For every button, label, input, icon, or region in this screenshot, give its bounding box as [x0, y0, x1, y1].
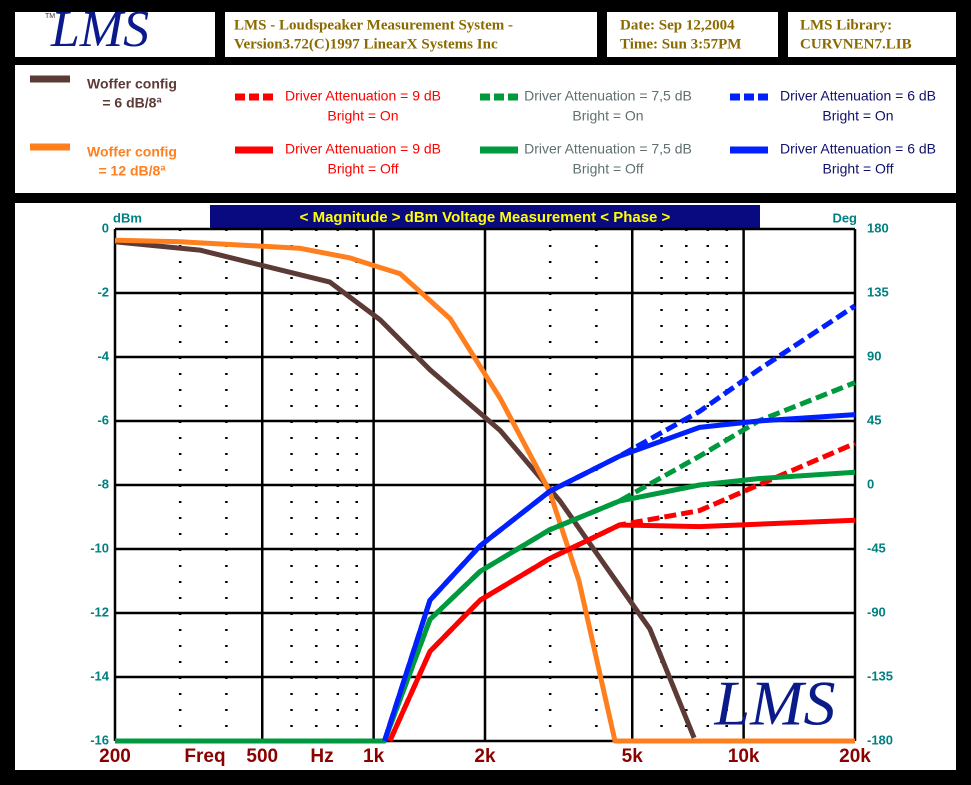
legend-box	[15, 65, 956, 193]
y2-tick-label: 45	[867, 412, 881, 427]
y-tick-label: -12	[90, 604, 109, 619]
x-axis-label: Freq	[184, 746, 225, 767]
y2-axis-label: Deg	[832, 210, 857, 225]
y2-tick-label: -135	[867, 668, 893, 683]
y-tick-label: -4	[97, 348, 109, 363]
series-line	[382, 412, 856, 742]
y-tick-label: 0	[102, 220, 109, 235]
series-line	[114, 237, 855, 744]
y-axis-label: dBm	[113, 210, 142, 225]
legend-label: Bright = Off	[573, 161, 644, 177]
header-title: Version3.72(C)1997 LinearX Systems Inc	[234, 36, 498, 52]
y-tick-label: -8	[97, 476, 109, 491]
legend-label: Driver Attenuation = 6 dB	[780, 141, 936, 157]
y2-tick-label: -180	[867, 732, 893, 747]
legend-label: Bright = On	[572, 108, 643, 124]
title-banner	[210, 205, 760, 229]
legend-label: Driver Attenuation = 7,5 dB	[524, 141, 692, 157]
title-box	[225, 12, 597, 57]
date-box	[607, 12, 778, 57]
legend-label: Woffer config	[87, 144, 177, 160]
x-tick-label: 500	[246, 746, 278, 767]
legend-label: Driver Attenuation = 6 dB	[780, 88, 936, 104]
y2-tick-label: 90	[867, 348, 881, 363]
legend-label: Bright = Off	[823, 161, 894, 177]
series-line	[387, 517, 856, 743]
y-tick-label: -2	[97, 284, 109, 299]
x-tick-label: 2k	[474, 746, 496, 767]
logo-box	[15, 12, 215, 57]
legend-label: Driver Attenuation = 9 dB	[285, 88, 441, 104]
legend-label: Bright = Off	[328, 161, 399, 177]
library-name: CURVNEN7.LIB	[800, 36, 912, 52]
chart-title: < Magnitude > dBm Voltage Measurement < …	[300, 209, 671, 226]
x-tick-label: 1k	[363, 746, 385, 767]
legend-label: = 12 dB/8ª	[98, 163, 166, 179]
y-tick-label: -10	[90, 540, 109, 555]
x-tick-label: 5k	[622, 746, 644, 767]
header-title: LMS - Loudspeaker Measurement System -	[234, 17, 513, 33]
y2-tick-label: -45	[867, 540, 886, 555]
header-time: Time: Sun 3:57PM	[620, 36, 741, 52]
library-label: LMS Library:	[800, 17, 892, 33]
y-tick-label: -16	[90, 732, 109, 747]
y2-tick-label: 135	[867, 284, 889, 299]
legend-label: Driver Attenuation = 7,5 dB	[524, 88, 692, 104]
x-axis-label: Hz	[310, 746, 333, 767]
header-date: Date: Sep 12,2004	[620, 17, 735, 33]
x-tick-label: 10k	[728, 746, 760, 767]
y2-tick-label: 180	[867, 220, 889, 235]
legend-label: = 6 dB/8ª	[102, 95, 162, 111]
x-tick-label: 20k	[839, 746, 871, 767]
logo-tm: TM	[45, 13, 55, 20]
y-tick-label: -6	[97, 412, 109, 427]
legend-label: Woffer config	[87, 76, 177, 92]
logo: LMS	[50, 1, 149, 58]
legend-label: Driver Attenuation = 9 dB	[285, 141, 441, 157]
y2-tick-label: 0	[867, 476, 874, 491]
legend-label: Bright = On	[327, 108, 398, 124]
x-tick-label: 200	[99, 746, 131, 767]
legend-label: Bright = On	[822, 108, 893, 124]
library-box	[788, 12, 956, 57]
y2-tick-label: -90	[867, 604, 886, 619]
watermark: LMS	[714, 668, 836, 739]
y-tick-label: -14	[90, 668, 110, 683]
series-line	[114, 239, 697, 739]
